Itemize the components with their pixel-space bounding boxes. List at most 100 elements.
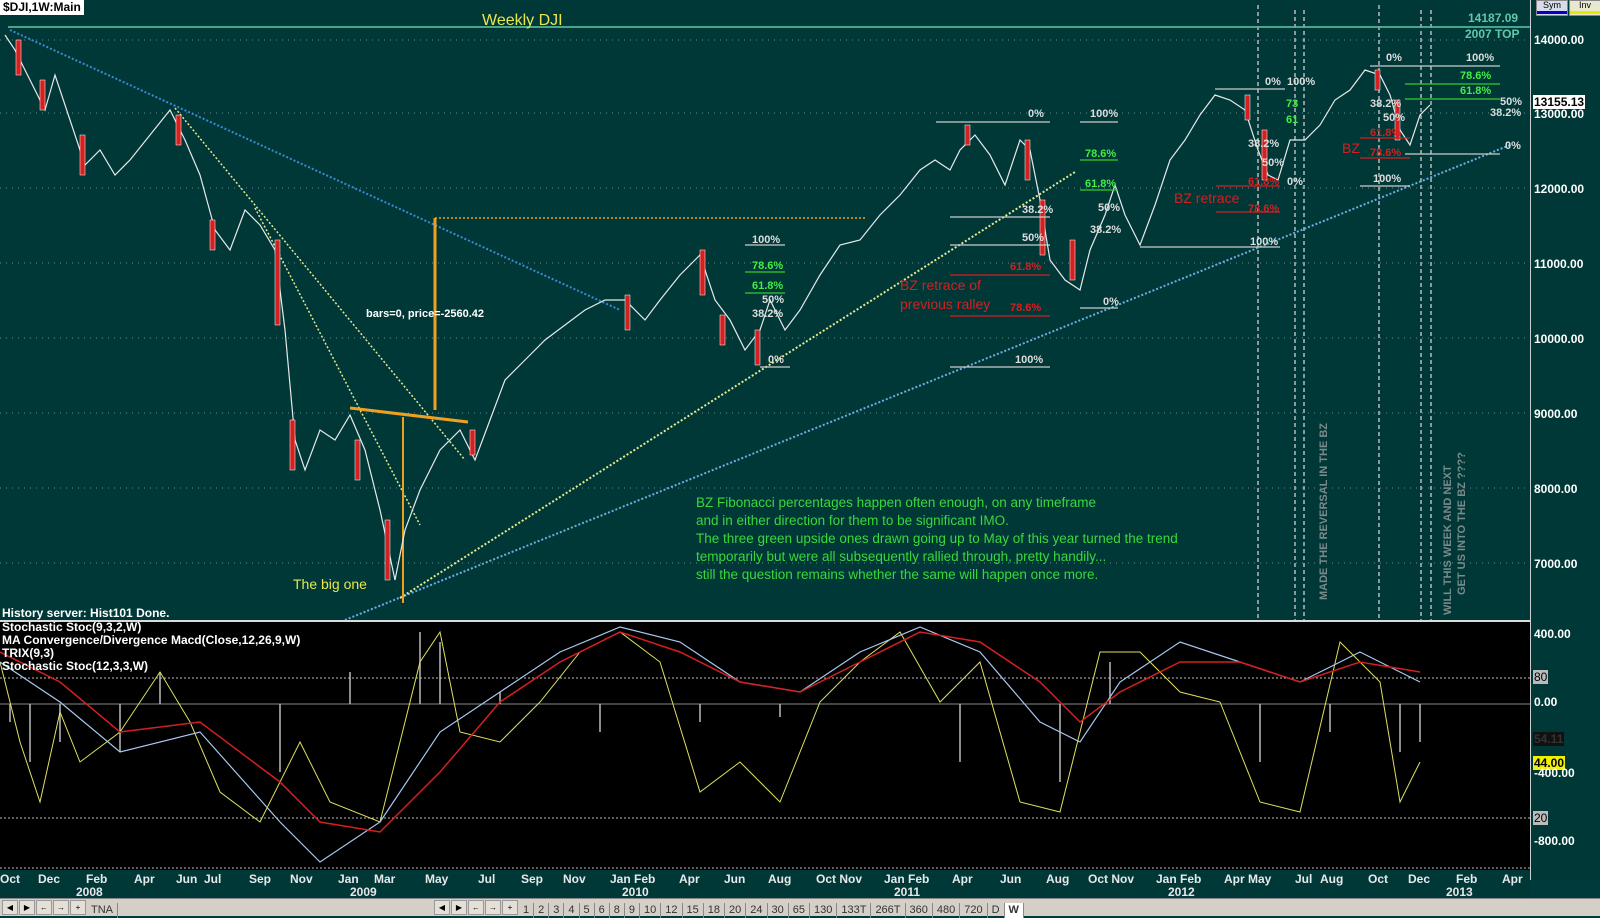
commentary-note: BZ Fibonacci percentages happen often en… xyxy=(696,494,1178,584)
fib-label: 38.2% xyxy=(1248,138,1280,150)
indicator-label[interactable]: TRIX(9,3) xyxy=(2,646,55,660)
tab-interval[interactable]: 720 xyxy=(960,903,988,918)
indicator-value-1: 54.11 xyxy=(1533,732,1565,746)
tab-interval[interactable]: 2 xyxy=(534,903,550,918)
indicator-label[interactable]: Stochastic Stoc(9,3,2,W) xyxy=(2,620,142,634)
inv-button[interactable]: Inv xyxy=(1569,0,1600,16)
year-tick: 2013 xyxy=(1446,885,1473,899)
indicator-chart-svg xyxy=(0,626,1530,869)
fib-label: 78.6% xyxy=(1248,203,1280,215)
month-tick: Jul xyxy=(478,872,496,886)
add-symbol-button[interactable]: + xyxy=(70,900,86,915)
month-tick: Sep xyxy=(521,872,544,886)
stoch-level-20: 20 xyxy=(1533,811,1549,825)
forward-arrow-button[interactable]: → xyxy=(53,900,69,915)
top-label: 2007 TOP xyxy=(1465,27,1520,41)
fib-label: 100% xyxy=(1287,76,1316,88)
tab-interval[interactable]: D xyxy=(988,903,1005,918)
sym-color-swatch xyxy=(1537,11,1567,14)
price-tick: 11000.00 xyxy=(1534,257,1584,271)
fib-label: 50% xyxy=(1022,232,1045,244)
interval-scroll-left[interactable]: ◀ xyxy=(434,900,450,915)
tab-interval[interactable]: 20 xyxy=(725,903,747,918)
interval-add[interactable]: + xyxy=(502,900,518,915)
tab-interval[interactable]: 6 xyxy=(595,903,610,918)
fib-label: 78.6% xyxy=(752,260,784,272)
fib-label: 38.2% xyxy=(1370,98,1402,110)
tab-symbol[interactable]: TNA xyxy=(87,903,118,918)
tab-interval[interactable]: 12 xyxy=(661,903,683,918)
month-tick: Jan Feb xyxy=(610,872,656,886)
indicator-label[interactable]: Stochastic Stoc(12,3,3,W) xyxy=(2,659,149,673)
month-tick: Feb xyxy=(86,872,108,886)
tab-interval[interactable]: 4 xyxy=(564,903,580,918)
indicator-label[interactable]: MA Convergence/Divergence Macd(Close,12,… xyxy=(2,633,301,647)
time-axis[interactable]: Oct Dec Feb Apr Jun Jul Sep Nov Jan Mar … xyxy=(0,870,1530,900)
interval-back[interactable]: ← xyxy=(468,900,484,915)
fib-label: 100% xyxy=(1015,354,1044,366)
panel-splitter[interactable] xyxy=(0,620,1530,622)
tab-interval[interactable]: 3 xyxy=(549,903,565,918)
tab-interval[interactable]: 360 xyxy=(906,903,933,918)
fib-label: 50% xyxy=(1098,202,1121,214)
price-chart-svg xyxy=(0,5,1530,620)
tab-interval[interactable]: 130 xyxy=(810,903,838,918)
tab-interval[interactable]: 480 xyxy=(933,903,961,918)
fib-label: 100% xyxy=(1090,108,1119,120)
interval-scroll-right[interactable]: ▶ xyxy=(451,900,467,915)
top-value-label: 14187.09 xyxy=(1468,11,1519,25)
month-tick: Oct xyxy=(1368,872,1389,886)
fib-label: 50% xyxy=(1383,112,1406,124)
price-tick: 9000.00 xyxy=(1534,407,1578,421)
month-tick: Oct Nov xyxy=(1088,872,1135,886)
note-line: still the question remains whether the s… xyxy=(696,567,1099,582)
fib-label: 78.6% xyxy=(1370,147,1402,159)
tab-interval[interactable]: 18 xyxy=(704,903,725,918)
fib-label: 50% xyxy=(1262,157,1285,169)
tab-interval[interactable]: 24 xyxy=(746,903,768,918)
fib-label: 61.8% xyxy=(752,280,784,292)
vertical-note-2: WILL THIS WEEK AND NEXT xyxy=(1442,465,1454,615)
price-panel[interactable]: $DJI,1W:Main Weekly DJI 14187.09 2007 TO… xyxy=(0,0,1530,620)
price-tick: 14000.00 xyxy=(1534,33,1585,47)
left-tab-nav: ◀ ▶ ← → + TNA xyxy=(2,900,118,918)
tab-interval[interactable]: 10 xyxy=(640,903,662,918)
month-tick: Jun xyxy=(1000,872,1022,886)
scroll-left-button[interactable]: ◀ xyxy=(2,900,18,915)
fib-label: 38.2% xyxy=(1022,204,1054,216)
fib-label: 50% xyxy=(1500,96,1523,108)
month-tick: Apr xyxy=(679,872,700,886)
tab-interval[interactable]: 266T xyxy=(871,903,906,918)
year-tick: 2012 xyxy=(1168,885,1195,899)
month-tick: Nov xyxy=(563,872,586,886)
tab-interval[interactable]: 5 xyxy=(580,903,595,918)
indicator-panel[interactable]: Stochastic Stoc(9,3,2,W) MA Convergence/… xyxy=(0,620,1530,870)
interval-forward[interactable]: → xyxy=(485,900,501,915)
fib-label: 61.8% xyxy=(1010,261,1042,273)
fib-label: 0% xyxy=(768,354,784,366)
tab-interval[interactable]: 8 xyxy=(610,903,625,918)
indicator-tick: -400.00 xyxy=(1534,766,1575,780)
vertical-note-1: MADE THE REVERSAL IN THE BZ xyxy=(1318,422,1330,600)
tab-interval-active[interactable]: W xyxy=(1004,903,1024,918)
fib-label: 78.6% xyxy=(1010,302,1042,314)
month-tick: Aug xyxy=(1046,872,1070,886)
scroll-right-button[interactable]: ▶ xyxy=(19,900,35,915)
tab-bar: ◀ ▶ ← → + TNA ◀ ▶ ← → +1 2 3 4 5 6 8 9 10 12 15 18 20 24 30 65 13… xyxy=(0,898,1600,918)
tab-interval[interactable]: 9 xyxy=(625,903,640,918)
fib-label: 100% xyxy=(752,234,781,246)
price-axis[interactable]: Sym Inv 14000.00 13155.13 13000.00 12000… xyxy=(1530,0,1600,880)
big-one-label: The big one xyxy=(293,576,367,592)
sym-button-label: Sym xyxy=(1543,0,1561,10)
tab-interval[interactable]: 15 xyxy=(683,903,704,918)
tab-interval[interactable]: 65 xyxy=(789,903,810,918)
note-line: temporarily but were all subsequently ra… xyxy=(696,549,1107,564)
month-tick: Jan Feb xyxy=(1156,872,1202,886)
back-arrow-button[interactable]: ← xyxy=(36,900,52,915)
tab-interval[interactable]: 1 xyxy=(519,903,535,918)
fib-label: 0% xyxy=(1505,140,1521,152)
tab-interval[interactable]: 30 xyxy=(768,903,789,918)
sym-button[interactable]: Sym xyxy=(1536,0,1568,16)
tab-interval[interactable]: 133T xyxy=(837,903,872,918)
month-tick: Jul xyxy=(204,872,222,886)
